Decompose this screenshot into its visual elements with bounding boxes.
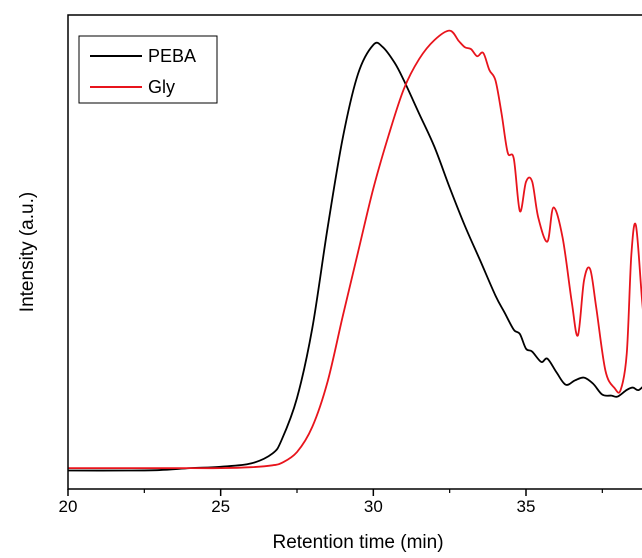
- legend-box: [78, 35, 218, 104]
- series-line-peba: [68, 41, 642, 472]
- x-tick-label: 25: [211, 497, 230, 516]
- curves-group: [68, 29, 642, 472]
- legend: PEBA Gly: [78, 35, 218, 104]
- plot-frame: [67, 14, 642, 490]
- x-ticks-group: 20 25 30 35: [59, 489, 603, 516]
- x-axis-label: Retention time (min): [272, 532, 443, 553]
- x-tick-label: 35: [517, 497, 536, 516]
- series-line-gly: [68, 29, 642, 470]
- x-tick-label: 20: [59, 497, 78, 516]
- legend-label-peba: PEBA: [148, 46, 196, 66]
- x-tick-label: 30: [364, 497, 383, 516]
- legend-label-gly: Gly: [148, 77, 175, 97]
- y-axis-label: Intensity (a.u.): [17, 192, 38, 312]
